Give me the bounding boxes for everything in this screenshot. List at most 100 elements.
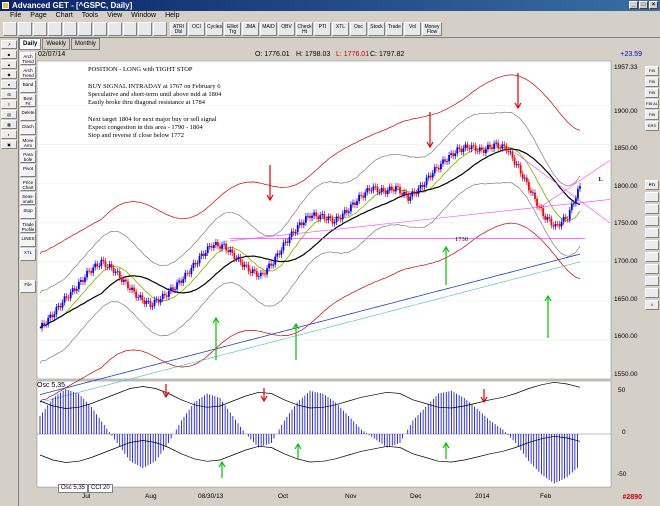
left-tool-icon[interactable]: ■: [1, 50, 17, 59]
tab-daily[interactable]: Daily: [19, 38, 42, 50]
toolbar-mad-button[interactable]: MA/D: [260, 22, 277, 36]
tool-trade-profile[interactable]: Trade Profile: [20, 220, 36, 233]
price-candle: [212, 245, 215, 248]
tool-best-fit[interactable]: Best Fit: [20, 94, 36, 107]
toolbar-open-icon[interactable]: [18, 22, 32, 36]
toolbar-trade-button[interactable]: Trade: [386, 22, 403, 36]
close-icon[interactable]: ×: [649, 1, 658, 9]
price-candle: [284, 241, 287, 243]
right-tool-6[interactable]: [645, 252, 659, 262]
tool-arch-trend[interactable]: Arch Trend: [20, 52, 36, 65]
toolbar-print-icon[interactable]: [48, 22, 62, 36]
fib-ex-button[interactable]: FIB EX: [645, 88, 659, 98]
left-tool-icon[interactable]: ▤: [1, 110, 17, 119]
right-tool-9[interactable]: [645, 288, 659, 298]
toolbar-obv-button[interactable]: OBV: [278, 22, 295, 36]
right-tool-7[interactable]: [645, 264, 659, 274]
toolbar-atri-button[interactable]: ATRI Dbl: [170, 22, 187, 36]
right-tool-8[interactable]: [645, 276, 659, 286]
tool-lines[interactable]: LINES: [20, 234, 36, 247]
price-candle: [118, 271, 121, 278]
toolbar-chart-icon[interactable]: [63, 22, 77, 36]
price-candle: [395, 186, 397, 192]
osc-axis-label: 50: [618, 387, 626, 394]
minimize-icon[interactable]: _: [629, 1, 638, 9]
left-tool-icon[interactable]: ▲: [1, 60, 17, 69]
menu-tools[interactable]: Tools: [81, 12, 99, 19]
toolbar-line-icon[interactable]: [108, 22, 122, 36]
fib-rt-button[interactable]: FIB RT: [645, 77, 659, 87]
menu-help[interactable]: Help: [165, 12, 180, 19]
right-tool-3[interactable]: [645, 216, 659, 226]
toolbar-new-icon[interactable]: [3, 22, 17, 36]
buy-signal-arrow: [442, 245, 450, 253]
menu-page[interactable]: Page: [30, 12, 47, 19]
toolbar-vol-button[interactable]: Vol: [404, 22, 421, 36]
menu-view[interactable]: View: [107, 12, 123, 19]
toolbar-grid-icon[interactable]: [138, 22, 152, 36]
price-candle: [170, 287, 172, 292]
toolbar-oci-button[interactable]: OCI: [188, 22, 205, 36]
fib-pr2-button[interactable]: FIB PR: [645, 110, 659, 120]
tool-seasonals[interactable]: Seas- onals: [20, 192, 36, 205]
tab-osc[interactable]: Osc 5,35: [58, 484, 89, 493]
maximize-icon[interactable]: □: [639, 1, 648, 9]
toolbar-zoom-icon[interactable]: [78, 22, 92, 36]
left-tool-icon[interactable]: ≡: [1, 100, 17, 109]
tab-monthly[interactable]: Monthly: [70, 38, 100, 50]
tool-price-chart[interactable]: Price Chart: [20, 178, 36, 191]
left-tool-arrow-icon[interactable]: ↗: [1, 40, 17, 49]
fib-pr-button[interactable]: FIB PR: [645, 66, 659, 76]
toolbar-jma-button[interactable]: JMA: [242, 22, 259, 36]
tool-stop[interactable]: Stop: [20, 206, 36, 219]
price-axis-label: 1800.00: [614, 183, 638, 190]
tool-arch-trend-2[interactable]: Arch Trend: [20, 66, 36, 79]
price-candle: [67, 297, 70, 299]
price-candle: [53, 314, 56, 318]
menu-window[interactable]: Window: [131, 12, 157, 19]
left-tool-icon[interactable]: ◐: [1, 130, 17, 139]
tool-delete[interactable]: Delete: [20, 108, 36, 121]
tab-cci[interactable]: CCI 20: [88, 484, 113, 493]
toolbar-cursor-icon[interactable]: [93, 22, 107, 36]
price-candle: [141, 295, 144, 301]
toolbar-elliot-button[interactable]: Elliot Trg: [224, 22, 241, 36]
tool-band[interactable]: Band: [20, 80, 36, 93]
left-tool-icon[interactable]: ●: [1, 80, 17, 89]
ers-button[interactable]: ERS: [645, 121, 659, 131]
price-candle: [305, 216, 307, 223]
toolbar-pti-button[interactable]: PTI: [314, 22, 331, 36]
tool-xtl[interactable]: XTL: [20, 248, 36, 261]
right-tool-1[interactable]: [645, 192, 659, 202]
price-candle: [174, 289, 176, 291]
right-tool-2[interactable]: [645, 204, 659, 214]
pti-button[interactable]: PTI: [645, 180, 659, 190]
tool-move-arm[interactable]: Move Arm: [20, 136, 36, 149]
toolbar-osc-button[interactable]: Osc: [350, 22, 367, 36]
left-tool-icon[interactable]: ▦: [1, 120, 17, 129]
fib-al-button[interactable]: FIB AL: [645, 99, 659, 109]
left-tool-icon[interactable]: ▣: [1, 140, 17, 149]
toolbar-color-icon[interactable]: [153, 22, 167, 36]
toolbar-cycles-button[interactable]: Cycles: [206, 22, 223, 36]
toolbar-moneyflow-button[interactable]: Money Flow: [422, 22, 442, 36]
tab-weekly[interactable]: Weekly: [42, 38, 70, 50]
menu-chart[interactable]: Chart: [55, 12, 73, 19]
tool-pivot[interactable]: Pivot: [20, 164, 36, 177]
tool-diach[interactable]: Diach: [20, 122, 36, 135]
tool-file[interactable]: File: [20, 280, 36, 293]
annotation-next-target: Next target 1804 for next major buy or s…: [88, 116, 217, 123]
right-tool-5[interactable]: [645, 240, 659, 250]
tool-parabole[interactable]: Para bole: [20, 150, 36, 163]
toolbar-save-icon[interactable]: [33, 22, 47, 36]
toolbar-check-button[interactable]: Check Ht: [296, 22, 313, 36]
toolbar-stock-button[interactable]: Stock: [368, 22, 385, 36]
toolbar-text-icon[interactable]: [123, 22, 137, 36]
exit-icon[interactable]: ∪: [645, 300, 659, 310]
toolbar-xtl-button[interactable]: XTL: [332, 22, 349, 36]
price-candle: [75, 289, 78, 291]
menu-file[interactable]: File: [10, 12, 22, 19]
left-tool-icon[interactable]: ◆: [1, 70, 17, 79]
left-tool-icon[interactable]: ⊞: [1, 90, 17, 99]
right-tool-4[interactable]: [645, 228, 659, 238]
